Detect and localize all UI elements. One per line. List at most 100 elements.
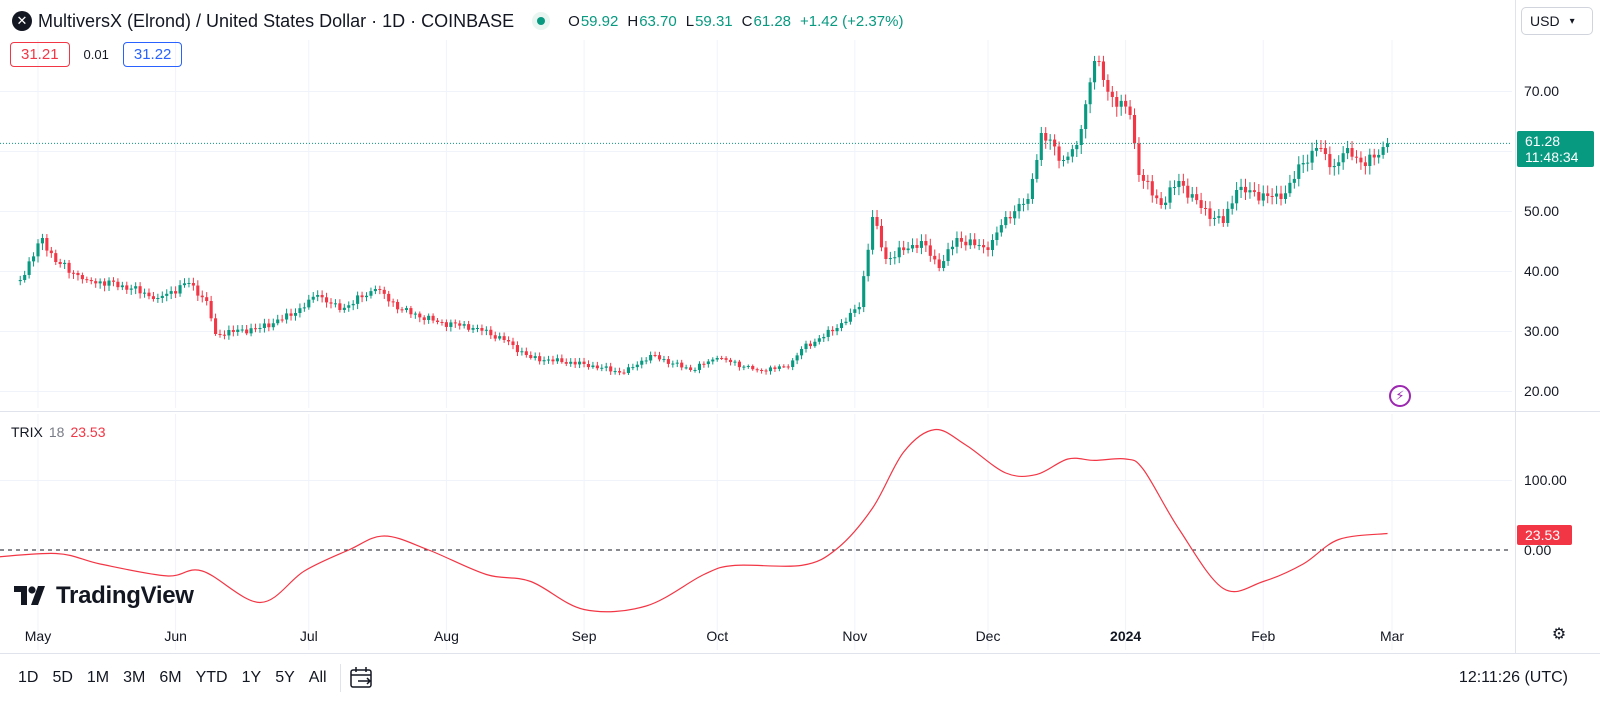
candle: [329, 298, 333, 309]
candle: [1079, 124, 1083, 154]
tradingview-logo[interactable]: TradingView: [14, 582, 194, 610]
candle: [231, 325, 235, 337]
candle: [671, 360, 675, 368]
candle: [613, 367, 617, 375]
candle: [640, 357, 644, 369]
timeframe-1m[interactable]: 1M: [86, 669, 110, 686]
candle: [689, 364, 693, 372]
flash-icon[interactable]: ⚡: [1389, 385, 1411, 407]
trix-legend[interactable]: TRIX 18 23.53: [11, 424, 106, 440]
candle: [737, 359, 741, 371]
settings-icon[interactable]: ⚙: [1551, 626, 1567, 643]
candle: [999, 219, 1003, 237]
candle: [351, 300, 355, 311]
candle: [382, 286, 386, 299]
candle: [431, 313, 435, 324]
candle: [875, 209, 879, 230]
candle: [1186, 178, 1190, 204]
sell-button[interactable]: 31.21: [10, 41, 70, 67]
candle: [1314, 139, 1319, 157]
candle: [1137, 137, 1141, 182]
candle: [933, 249, 937, 265]
candle: [1341, 146, 1345, 170]
candle: [1066, 152, 1070, 164]
candle: [378, 285, 382, 295]
candle: [507, 336, 511, 346]
ohlc-low: L59.31: [685, 12, 733, 30]
candle: [982, 239, 986, 254]
candle: [165, 289, 169, 302]
date-range-icon[interactable]: [349, 666, 375, 690]
candle: [462, 321, 466, 329]
candle: [1030, 173, 1034, 204]
candle: [453, 319, 457, 328]
candle: [475, 324, 480, 333]
time-tick-label: Oct: [706, 628, 728, 644]
candle: [1199, 192, 1203, 214]
candle: [1141, 169, 1145, 189]
timeframe-1y[interactable]: 1Y: [241, 669, 262, 686]
candle: [937, 253, 941, 272]
time-axis[interactable]: May Jun Jul Aug Sep Oct Nov Dec 2024 Feb Mar: [25, 628, 1405, 644]
candle: [142, 288, 147, 298]
candle: [1243, 178, 1248, 200]
market-status-icon[interactable]: [532, 12, 551, 30]
candle: [258, 323, 262, 333]
candle: [542, 356, 546, 365]
candle: [600, 364, 604, 372]
time-tick-label: 2024: [1110, 628, 1141, 644]
candle: [582, 357, 586, 368]
time-tick-label: May: [25, 628, 51, 644]
candle: [502, 332, 506, 343]
timeframe-5y[interactable]: 5Y: [275, 669, 295, 686]
candle: [857, 302, 861, 315]
candle: [480, 324, 484, 336]
spread-value: 0.01: [83, 46, 109, 62]
trix-period: 18: [48, 424, 65, 440]
candle: [604, 362, 608, 372]
timeframe-1d[interactable]: 1D: [18, 669, 39, 686]
candle: [449, 319, 453, 332]
candle: [853, 304, 857, 318]
candle: [27, 257, 31, 279]
candle: [768, 365, 773, 375]
timeframe-5d[interactable]: 5D: [52, 669, 73, 686]
candle: [977, 239, 981, 251]
candle: [1346, 140, 1350, 160]
currency-label: USD: [1530, 13, 1560, 29]
candle: [662, 355, 666, 363]
time-tick-label: Feb: [1251, 628, 1275, 644]
trix-axis[interactable]: 0.00 100.00: [1524, 472, 1567, 558]
candle: [1332, 158, 1336, 176]
candle: [773, 365, 777, 372]
currency-select[interactable]: USD ▾: [1521, 7, 1593, 35]
trix-value: 23.53: [70, 424, 106, 440]
candle: [391, 298, 395, 307]
candle: [1235, 182, 1239, 211]
candle: [138, 282, 142, 299]
timeframe-3m[interactable]: 3M: [123, 669, 146, 686]
trix-tick-label: 100.00: [1524, 472, 1567, 488]
timeframe-ytd[interactable]: YTD: [195, 669, 228, 686]
price-tick-label: 20.00: [1524, 383, 1559, 399]
candle: [622, 369, 626, 375]
candle: [777, 364, 781, 372]
timeframe-all[interactable]: All: [308, 669, 327, 686]
candle: [733, 359, 737, 366]
trix-line: [0, 428, 1388, 613]
buy-button[interactable]: 31.22: [122, 41, 183, 67]
candle: [1119, 94, 1123, 116]
candle: [968, 233, 972, 250]
candle: [720, 355, 724, 361]
logo-icon[interactable]: ✕: [12, 11, 32, 31]
candle: [156, 293, 160, 303]
candle: [995, 226, 999, 246]
candle: [915, 238, 919, 254]
utc-clock[interactable]: 12:11:26 (UTC): [1458, 669, 1568, 686]
timeframe-6m[interactable]: 6M: [159, 669, 182, 686]
candle: [1155, 189, 1159, 204]
candle: [147, 288, 151, 300]
symbol-title[interactable]: MultiversX (Elrond) / United States Doll…: [38, 10, 515, 31]
candle: [302, 302, 306, 312]
